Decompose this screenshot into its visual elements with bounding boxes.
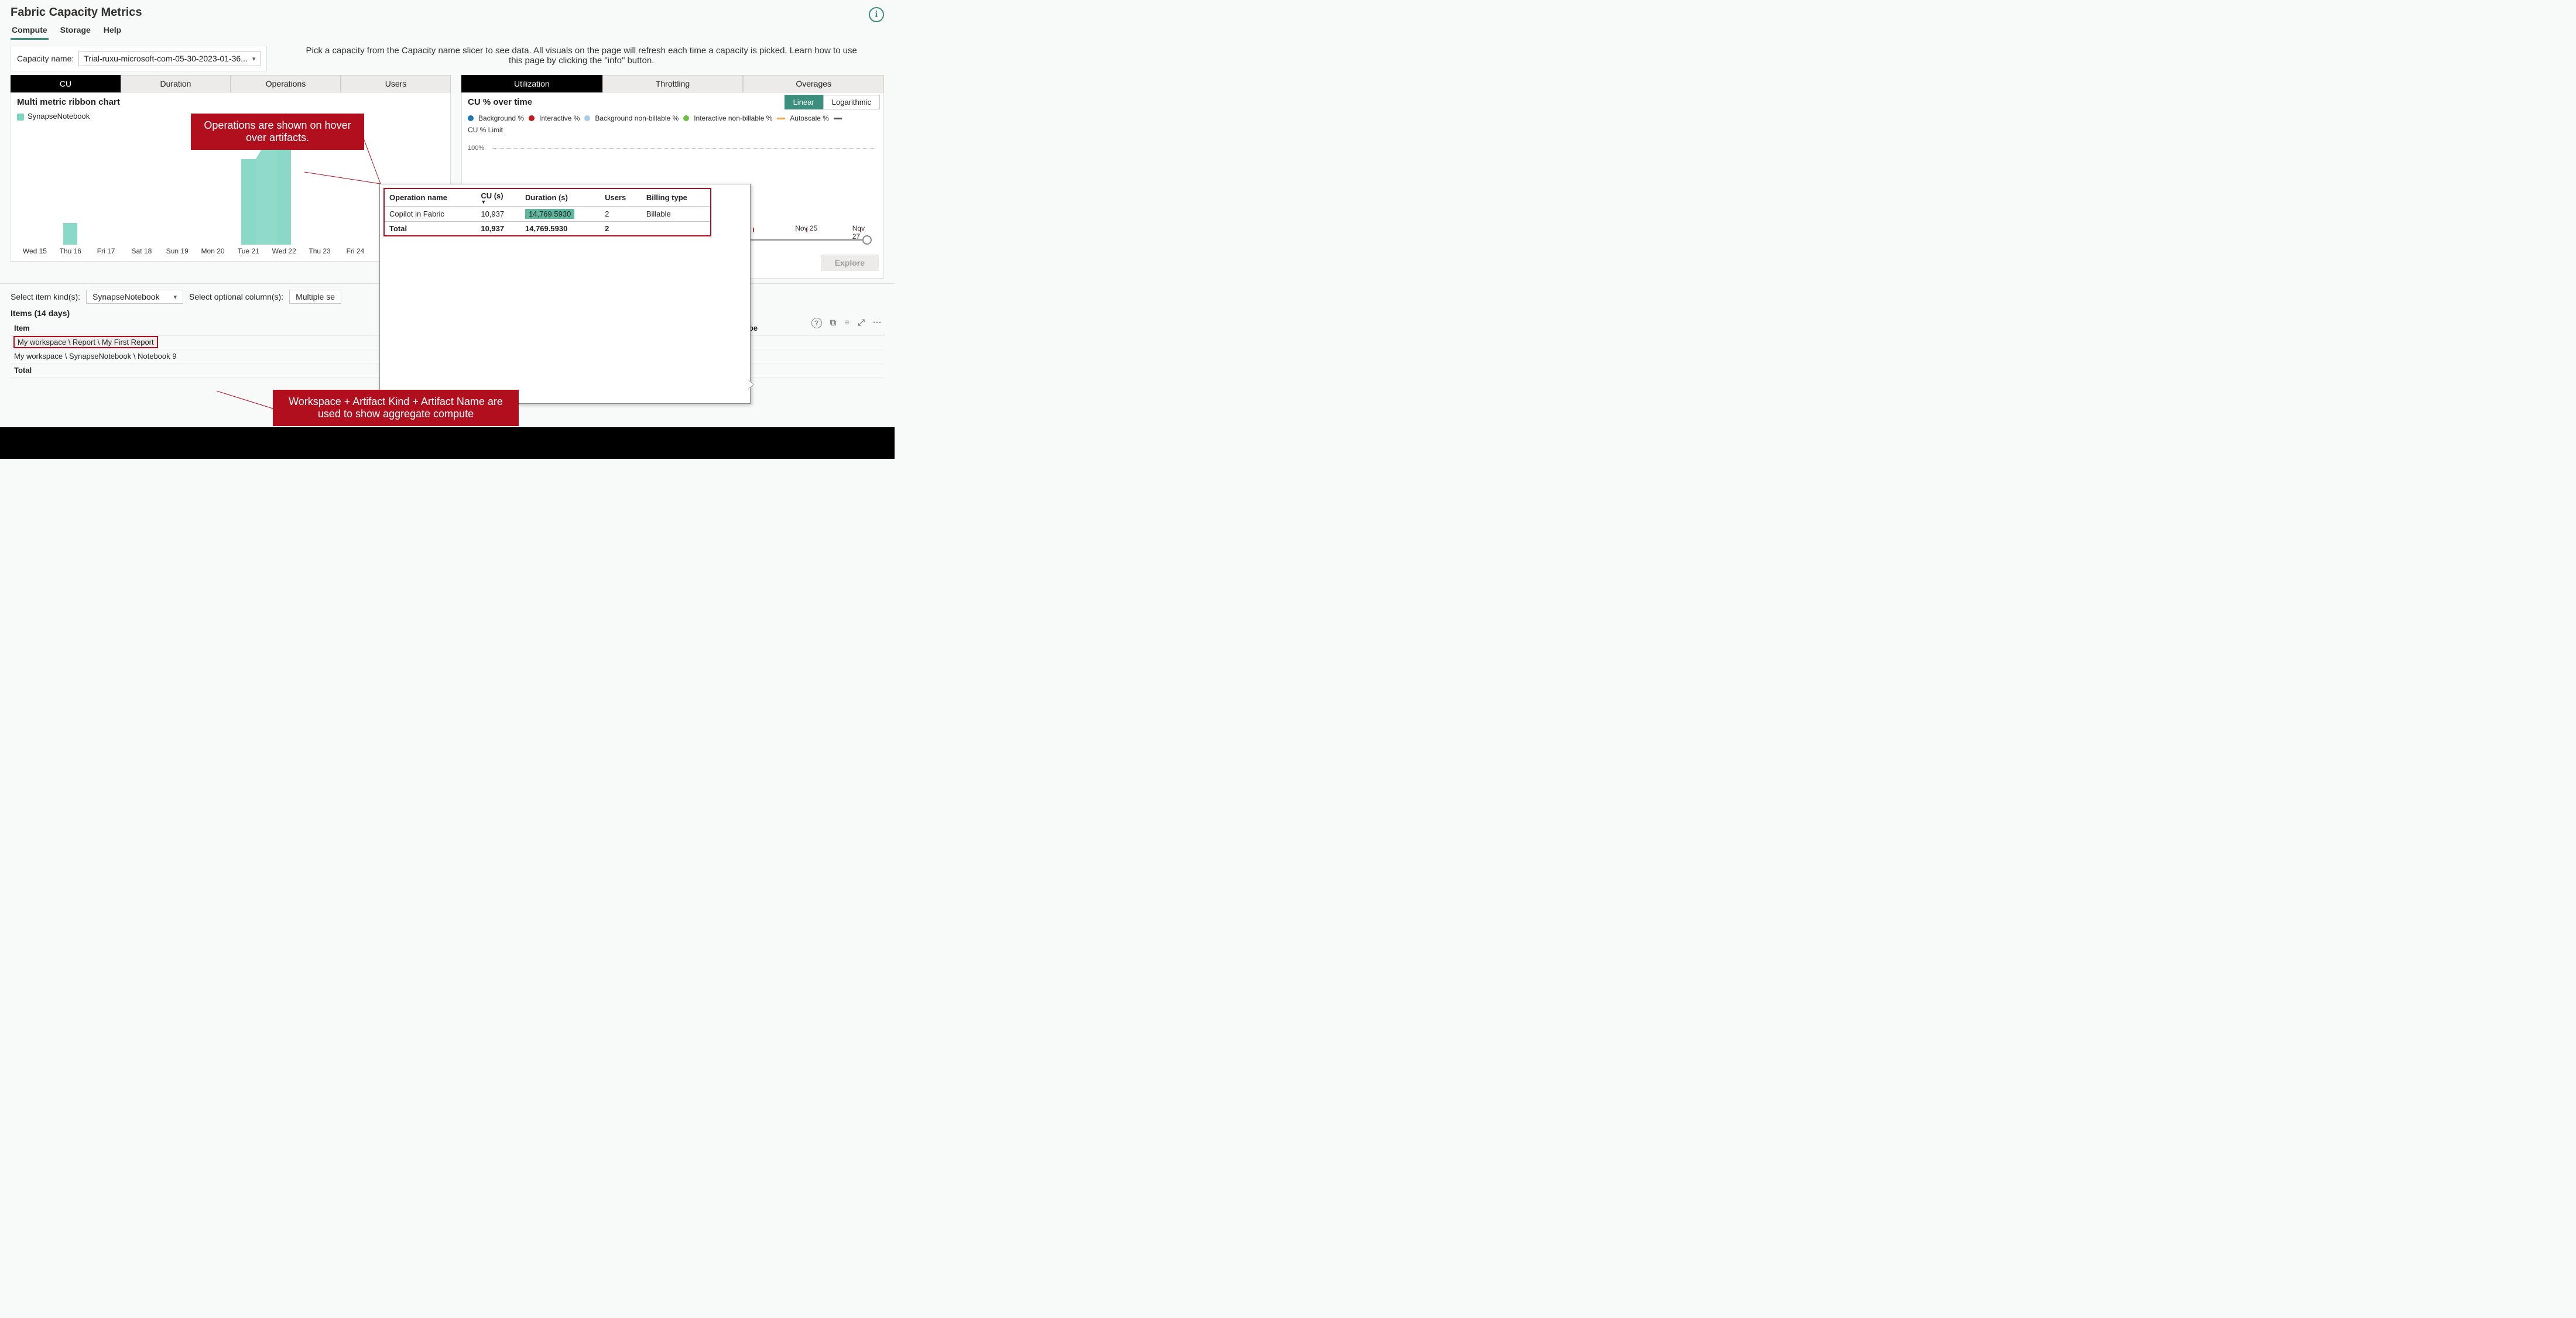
tab-overages[interactable]: Overages xyxy=(743,75,884,92)
tab-operations[interactable]: Operations xyxy=(231,75,341,92)
chevron-down-icon: ▾ xyxy=(173,293,177,301)
more-icon[interactable]: ··· xyxy=(873,318,882,328)
callout-workspace: Workspace + Artifact Kind + Artifact Nam… xyxy=(273,390,519,426)
tab-throttling[interactable]: Throttling xyxy=(602,75,744,92)
right-tabbar: Utilization Throttling Overages xyxy=(461,75,884,92)
col-cu[interactable]: CU (s)▼ xyxy=(476,188,520,207)
tab-cu[interactable]: CU xyxy=(11,75,121,92)
callout-operations: Operations are shown on hover over artif… xyxy=(191,114,364,150)
kind-label: Select item kind(s): xyxy=(11,292,80,301)
tab-compute[interactable]: Compute xyxy=(11,22,49,40)
legend-swatch-icon xyxy=(17,114,24,121)
scale-toggle: Linear Logarithmic xyxy=(785,95,880,109)
bottom-strip xyxy=(0,427,895,459)
operation-total-row: Total 10,937 14,769.5930 2 xyxy=(384,222,711,236)
capacity-select[interactable]: Trial-ruxu-microsoft-com-05-30-2023-01-3… xyxy=(78,51,261,66)
help-icon[interactable]: ? xyxy=(811,318,822,328)
operation-row: Copilot in Fabric 10,937 14,769.5930 2 B… xyxy=(384,207,711,222)
col-billing[interactable]: Billing type xyxy=(642,188,711,207)
helper-text: Pick a capacity from the Capacity name s… xyxy=(279,46,884,66)
filter-icon[interactable]: ≡ xyxy=(844,318,849,328)
col-item[interactable]: Item xyxy=(11,321,385,335)
y-label-100: 100% xyxy=(468,145,484,152)
page-title: Fabric Capacity Metrics xyxy=(0,0,895,22)
tab-help[interactable]: Help xyxy=(102,22,122,40)
tab-storage[interactable]: Storage xyxy=(59,22,92,40)
explore-button[interactable]: Explore xyxy=(821,255,879,271)
toggle-log[interactable]: Logarithmic xyxy=(823,95,880,109)
cu-legend: Background %Interactive %Background non-… xyxy=(462,112,883,134)
table-toolbar: ? ⧉ ≡ ⤢ ··· xyxy=(811,318,882,328)
tab-utilization[interactable]: Utilization xyxy=(461,75,602,92)
ribbon-series-label: SynapseNotebook xyxy=(28,112,90,121)
col-op[interactable]: Operation name xyxy=(384,188,476,207)
col-users[interactable]: Users xyxy=(600,188,642,207)
kind-select[interactable]: SynapseNotebook▾ xyxy=(86,290,183,304)
capacity-picker: Capacity name: Trial-ruxu-microsoft-com-… xyxy=(11,46,267,71)
capacity-value: Trial-ruxu-microsoft-com-05-30-2023-01-3… xyxy=(84,54,248,63)
items-header: Items (14 days) xyxy=(11,308,70,318)
main-tabs: Compute Storage Help xyxy=(0,22,895,40)
tab-duration[interactable]: Duration xyxy=(121,75,231,92)
expand-icon[interactable]: ⤢ xyxy=(858,318,865,328)
cols-label: Select optional column(s): xyxy=(189,292,283,301)
toggle-linear[interactable]: Linear xyxy=(785,95,823,109)
info-icon[interactable]: i xyxy=(869,7,884,22)
capacity-label: Capacity name: xyxy=(17,54,74,63)
ribbon-title: Multi metric ribbon chart xyxy=(11,92,450,112)
col-dur[interactable]: Duration (s) xyxy=(520,188,600,207)
chevron-down-icon: ▾ xyxy=(252,55,256,63)
operation-tooltip: Operation name CU (s)▼ Duration (s) User… xyxy=(379,184,751,404)
left-tabbar: CU Duration Operations Users xyxy=(11,75,451,92)
copy-icon[interactable]: ⧉ xyxy=(830,318,837,328)
operation-table: Operation name CU (s)▼ Duration (s) User… xyxy=(383,188,711,236)
cols-select[interactable]: Multiple se xyxy=(289,290,341,304)
tab-users[interactable]: Users xyxy=(341,75,451,92)
